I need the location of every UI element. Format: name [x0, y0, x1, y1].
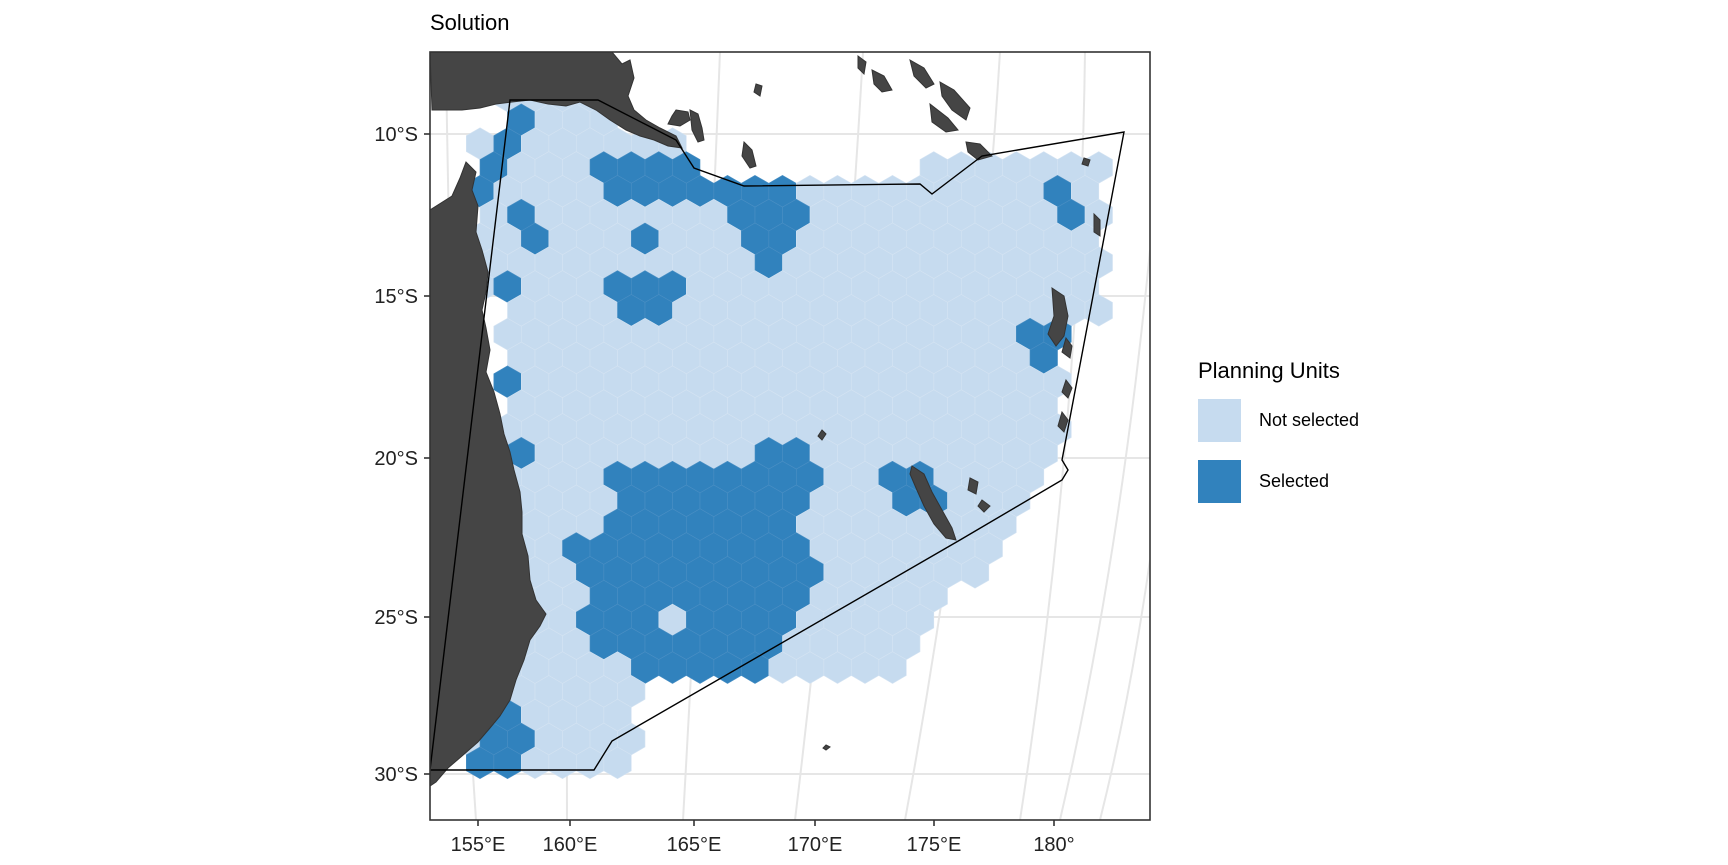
- solomon-islands-g: [753, 83, 763, 97]
- meridian-190e: [1099, 559, 1150, 820]
- y-axis: 10°S 15°S 20°S 25°S 30°S: [374, 124, 430, 786]
- legend-title: Planning Units: [1198, 358, 1340, 383]
- solomon-islands-c: [909, 58, 935, 89]
- y-tick-label: 15°S: [374, 286, 418, 308]
- legend-item-not-selected: Not selected: [1198, 398, 1359, 442]
- map-panel-border: [429, 51, 1151, 821]
- y-tick-label: 25°S: [374, 607, 418, 629]
- legend-label: Not selected: [1259, 409, 1360, 430]
- norfolk-islet: [822, 744, 831, 751]
- loyalty-islands: [967, 477, 979, 495]
- planning-unit-not-selected: [960, 556, 990, 589]
- solomon-islands-e: [929, 102, 959, 133]
- vanuatu-espiritu-santo: [1047, 287, 1069, 347]
- x-tick-label: 170°E: [788, 834, 843, 856]
- vanuatu-efate: [1061, 378, 1073, 399]
- x-tick-label: 165°E: [667, 834, 722, 856]
- solomon-islands-d: [939, 81, 971, 121]
- chesterfield-islet: [817, 429, 827, 441]
- x-tick-label: 180°: [1033, 834, 1074, 856]
- planning-unit-not-selected: [878, 651, 907, 684]
- x-tick-label: 175°E: [907, 834, 962, 856]
- y-tick-label: 30°S: [374, 764, 418, 786]
- vanuatu-central: [1061, 336, 1073, 359]
- legend-swatch-selected: [1198, 459, 1241, 503]
- new-ireland-island: [689, 109, 705, 143]
- y-tick-label: 20°S: [374, 448, 418, 470]
- legend-label: Selected: [1259, 470, 1330, 491]
- solomon-islands-a: [857, 55, 867, 76]
- vanuatu-south: [1057, 410, 1069, 433]
- y-tick-label: 10°S: [374, 124, 418, 146]
- santa-cruz-island: [1081, 157, 1091, 167]
- bougainville-island: [741, 140, 757, 169]
- x-tick-label: 160°E: [543, 834, 598, 856]
- solomon-islands-b: [871, 69, 893, 93]
- new-britain-island: [667, 109, 691, 127]
- legend-swatch-not-selected: [1198, 398, 1241, 442]
- map-title: Solution: [430, 10, 510, 35]
- loyalty-islands-2: [977, 499, 991, 513]
- study-area-boundary: [430, 99, 1125, 771]
- legend-item-selected: Selected: [1198, 459, 1359, 503]
- legend: Planning Units Not selected Selected: [1198, 358, 1359, 520]
- meridian-185e: [1059, 249, 1150, 820]
- vanuatu-north: [1093, 212, 1101, 237]
- planning-unit-hexagons: [452, 79, 1113, 780]
- x-tick-label: 155°E: [451, 834, 506, 856]
- new-caledonia-island: [909, 465, 957, 541]
- x-axis: 155°E 160°E 165°E 170°E 175°E 180°: [451, 820, 1075, 856]
- australia-landmass: [430, 161, 547, 787]
